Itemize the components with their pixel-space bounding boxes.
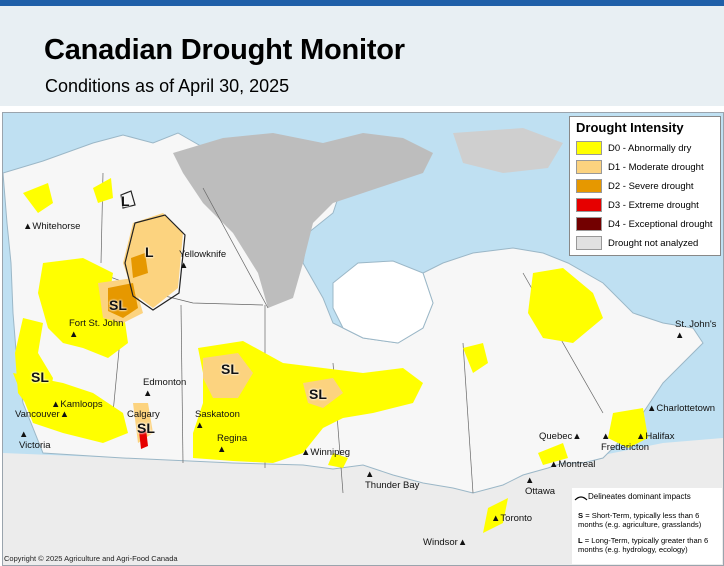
city-st-johns: St. John's ▲ xyxy=(675,319,717,341)
legend-label-d3: D3 - Extreme drought xyxy=(608,199,699,211)
legend-label-d1: D1 - Moderate drought xyxy=(608,161,704,173)
city-fredericton: ▲ Fredericton xyxy=(601,431,650,453)
city-yellowknife: Yellowknife ▲ xyxy=(179,249,227,271)
copyright-text: Copyright © 2025 Agriculture and Agri-Fo… xyxy=(4,554,178,563)
impact-notes-box: Delineates dominant impacts S = Short-Te… xyxy=(572,488,722,564)
city-charlottetown: ▲Charlottetown xyxy=(647,403,716,414)
city-quebec: Quebec▲ xyxy=(539,431,582,442)
impact-label-sl-sask: SL xyxy=(221,361,239,377)
legend-label-d4: D4 - Exceptional drought xyxy=(608,218,713,230)
legend-swatch-d0 xyxy=(576,141,602,155)
city-edmonton: Edmonton ▲ xyxy=(143,377,187,399)
legend-item-not-analyzed: Drought not analyzed xyxy=(576,236,698,250)
city-vancouver: Vancouver▲ xyxy=(15,409,70,420)
legend-item-d4: D4 - Exceptional drought xyxy=(576,217,713,231)
city-kamloops: ▲Kamloops xyxy=(51,399,103,410)
legend-swatch-d3 xyxy=(576,198,602,212)
legend-item-d1: D1 - Moderate drought xyxy=(576,160,704,174)
drought-legend: Drought Intensity D0 - Abnormally dry D1… xyxy=(569,116,721,256)
small-impact-outline xyxy=(120,190,136,209)
legend-label-not-analyzed: Drought not analyzed xyxy=(608,237,699,249)
legend-swatch-d2 xyxy=(576,179,602,193)
delineates-note: Delineates dominant impacts xyxy=(588,492,691,501)
city-victoria: ▲ Victoria xyxy=(19,429,51,451)
city-windsor: Windsor▲ xyxy=(423,537,468,548)
short-term-note: S = Short-Term, typically less than 6 mo… xyxy=(578,511,702,529)
city-montreal: ▲Montreal xyxy=(549,459,596,470)
city-whitehorse: ▲Whitehorse xyxy=(23,221,81,232)
hudson-bay xyxy=(332,260,434,344)
d2-areas xyxy=(108,253,148,318)
impact-label-sl-alberta: SL xyxy=(137,420,155,436)
legend-item-d0: D0 - Abnormally dry xyxy=(576,141,691,155)
city-thunder-bay: ▲ Thunder Bay xyxy=(365,469,420,491)
header-band: Canadian Drought Monitor Conditions as o… xyxy=(0,6,724,106)
legend-item-d3: D3 - Extreme drought xyxy=(576,198,699,212)
long-term-impact-outline xyxy=(124,214,186,311)
legend-item-d2: D2 - Severe drought xyxy=(576,179,694,193)
top-accent-bar xyxy=(0,0,724,6)
city-calgary: Calgary xyxy=(127,409,160,420)
legend-label-d2: D2 - Severe drought xyxy=(608,180,694,192)
legend-swatch-d4 xyxy=(576,217,602,231)
long-term-note: L = Long-Term, typically greater than 6 … xyxy=(578,536,709,554)
impact-label-l-nwt: L xyxy=(145,244,154,260)
impact-label-sl-bc-north: SL xyxy=(109,297,127,313)
page-title: Canadian Drought Monitor xyxy=(44,34,405,66)
city-regina: Regina ▲ xyxy=(217,433,248,455)
not-analyzed-baffin xyxy=(453,128,563,173)
impact-label-sl-bc-coast: SL xyxy=(31,369,49,385)
city-saskatoon: Saskatoon ▲ xyxy=(195,409,240,431)
city-halifax: ▲Halifax xyxy=(636,431,675,442)
city-winnipeg: ▲Winnipeg xyxy=(301,447,351,458)
impact-line-icon xyxy=(574,496,588,501)
legend-label-d0: D0 - Abnormally dry xyxy=(608,142,692,154)
city-fort-st-john: Fort St. John ▲ xyxy=(69,318,124,340)
impact-label-sl-manitoba: SL xyxy=(309,386,327,402)
legend-swatch-not-analyzed xyxy=(576,236,602,250)
impact-label-l-north: L xyxy=(121,193,130,209)
d3-area xyxy=(139,429,148,449)
legend-title: Drought Intensity xyxy=(576,120,684,135)
legend-swatch-d1 xyxy=(576,160,602,174)
city-ottawa: ▲ Ottawa xyxy=(525,475,556,497)
city-toronto: ▲Toronto xyxy=(491,513,533,524)
page-subtitle: Conditions as of April 30, 2025 xyxy=(45,76,290,96)
not-analyzed-arctic xyxy=(173,133,433,308)
